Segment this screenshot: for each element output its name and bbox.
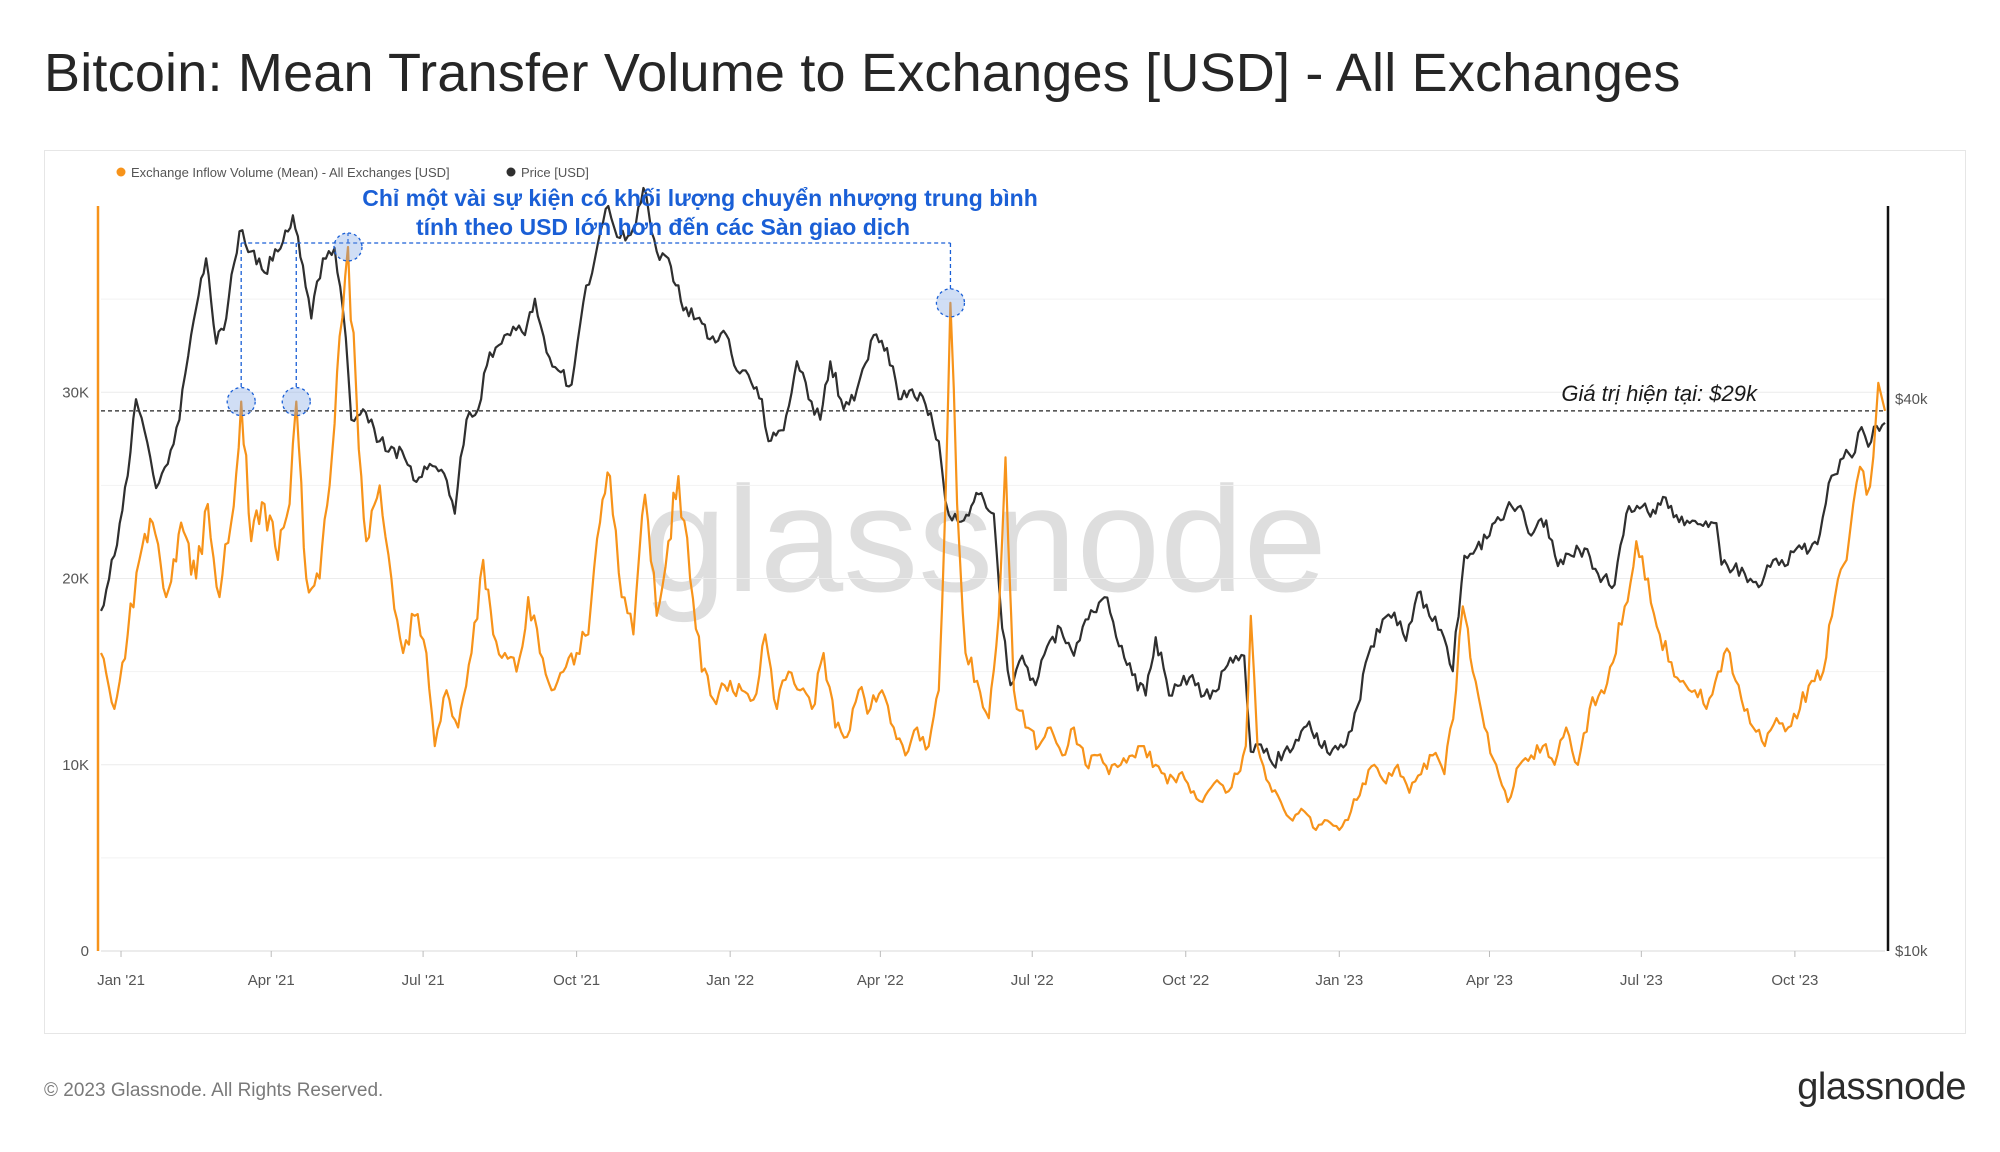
callout-text-line1: Chỉ một vài sự kiện có khối lượng chuyển… xyxy=(362,185,1038,211)
x-tick-label: Jul '21 xyxy=(402,972,445,989)
x-tick-label: Jan '23 xyxy=(1315,972,1363,989)
x-tick-label: Jul '22 xyxy=(1011,972,1054,989)
callout-text-line2: tính theo USD lớn hơn đến các Sàn giao d… xyxy=(416,214,910,240)
right-axis: $10k $40k xyxy=(1895,391,1928,960)
event-marker xyxy=(333,232,363,262)
legend-price-label[interactable]: Price [USD] xyxy=(521,165,589,180)
x-tick-label: Apr '22 xyxy=(857,972,904,989)
event-marker xyxy=(226,386,256,417)
x-tick-label: Oct '21 xyxy=(553,972,600,989)
x-tick-label: Jul '23 xyxy=(1620,972,1663,989)
chart-svg: Exchange Inflow Volume (Mean) - All Exch… xyxy=(62,165,1928,989)
watermark: glassnode xyxy=(643,455,1327,623)
x-tick-label: Oct '22 xyxy=(1162,972,1209,989)
legend-price-swatch xyxy=(506,167,516,177)
callout-markers xyxy=(226,232,966,417)
event-marker xyxy=(935,288,966,318)
price-series-line xyxy=(100,186,1886,769)
gridlines xyxy=(101,298,1885,952)
x-tick-label: Jan '22 xyxy=(706,972,754,989)
x-tick-label: Jan '21 xyxy=(97,972,145,989)
legend: Exchange Inflow Volume (Mean) - All Exch… xyxy=(116,165,589,180)
copyright: © 2023 Glassnode. All Rights Reserved. xyxy=(44,1080,384,1101)
y-left-tick-label: 0 xyxy=(81,943,89,960)
legend-volume-swatch xyxy=(116,167,126,177)
y-left-tick-label: 30K xyxy=(62,384,89,401)
page-title: Bitcoin: Mean Transfer Volume to Exchang… xyxy=(44,43,1681,103)
current-value-label: Giá trị hiện tại: $29k xyxy=(1561,381,1758,406)
event-marker xyxy=(281,386,311,417)
chart-container: Exchange Inflow Volume (Mean) - All Exch… xyxy=(44,150,1966,1034)
x-axis: Jan '21 Apr '21 Jul '21 Oct '21 Jan '22 Apr '… xyxy=(97,951,1818,989)
y-left-tick-label: 20K xyxy=(62,571,89,588)
x-tick-label: Apr '23 xyxy=(1466,972,1513,989)
legend-volume-label[interactable]: Exchange Inflow Volume (Mean) - All Exch… xyxy=(131,165,450,180)
volume-series-line xyxy=(100,245,1887,831)
x-tick-label: Apr '21 xyxy=(248,972,295,989)
y-right-tick-label: $40k xyxy=(1895,391,1928,408)
x-tick-label: Oct '23 xyxy=(1771,972,1818,989)
y-right-tick-label: $10k xyxy=(1895,943,1928,960)
left-axis: 0 10K 20K 30K xyxy=(62,384,89,960)
y-left-tick-label: 10K xyxy=(62,757,89,774)
glassnode-logo[interactable]: glassnode xyxy=(1797,1066,1966,1108)
callout-brackets xyxy=(240,232,952,388)
